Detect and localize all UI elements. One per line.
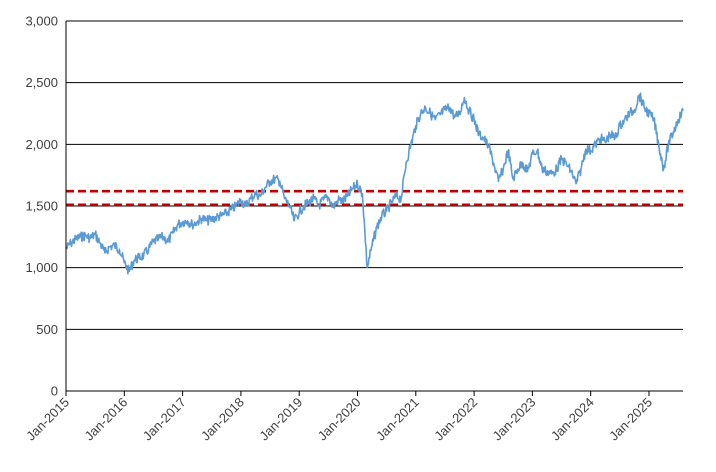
series-line — [65, 92, 684, 275]
y-tick-label: 2,500 — [25, 75, 58, 90]
x-tick-label: Jan-2021 — [373, 395, 422, 444]
x-tick-label: Jan-2016 — [81, 395, 130, 444]
x-tick-label: Jan-2025 — [606, 395, 655, 444]
y-tick-label: 0 — [51, 384, 58, 399]
x-tick-labels: Jan-2015 Jan-2016 Jan-2017 Jan-2018 Jan-2019… — [23, 395, 655, 444]
y-tick-label: 1,500 — [25, 199, 58, 214]
y-tick-label: 3,000 — [25, 14, 58, 29]
x-tick-label: Jan-2015 — [23, 395, 72, 444]
x-tick-label: Jan-2023 — [490, 395, 539, 444]
y-tick-label: 2,000 — [25, 137, 58, 152]
gridlines — [66, 20, 683, 330]
y-tick-label: 500 — [36, 322, 58, 337]
x-tick-label: Jan-2017 — [140, 395, 189, 444]
x-tick-label: Jan-2019 — [256, 395, 305, 444]
x-tick-label: Jan-2020 — [315, 395, 364, 444]
y-tick-labels: 0 500 1,000 1,500 2,000 2,500 3,000 — [25, 14, 58, 399]
x-tick-label: Jan-2024 — [548, 395, 597, 444]
y-tick-label: 1,000 — [25, 260, 58, 275]
x-tick-label: Jan-2022 — [431, 395, 480, 444]
x-tick-label: Jan-2018 — [198, 395, 247, 444]
reference-lines — [66, 189, 683, 207]
series-group — [65, 92, 684, 275]
axes — [65, 21, 683, 396]
